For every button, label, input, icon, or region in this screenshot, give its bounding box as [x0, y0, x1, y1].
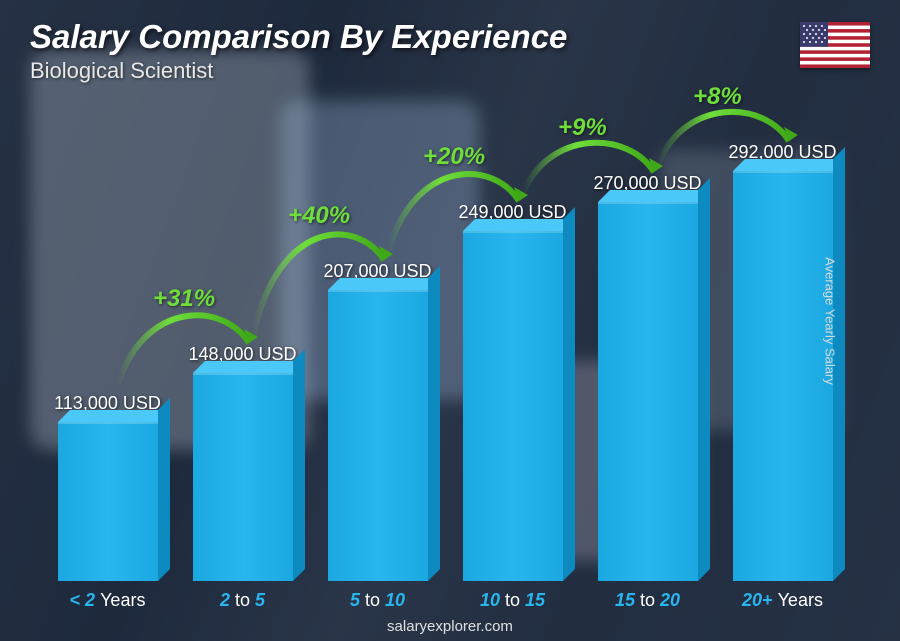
bar-group: 148,000 USD: [175, 344, 310, 581]
x-axis-label: 15 to 20: [580, 590, 715, 611]
delta-label: +40%: [288, 202, 350, 230]
x-axis-labels: < 2 Years2 to 55 to 1010 to 1515 to 2020…: [40, 590, 850, 611]
delta-label: +31%: [153, 285, 215, 313]
country-flag-icon: [800, 22, 870, 68]
bar: [193, 373, 293, 581]
x-axis-label: 20+ Years: [715, 590, 850, 611]
x-axis-label: < 2 Years: [40, 590, 175, 611]
delta-label: +9%: [558, 114, 607, 142]
bar: [58, 422, 158, 581]
y-axis-label: Average Yearly Salary: [823, 257, 838, 385]
delta-label: +8%: [693, 83, 742, 111]
page-title: Salary Comparison By Experience: [30, 18, 567, 56]
bar-group: 207,000 USD: [310, 261, 445, 581]
bar: [328, 290, 428, 581]
bar: [598, 202, 698, 581]
bar-group: 113,000 USD: [40, 393, 175, 581]
bar-group: 270,000 USD: [580, 173, 715, 581]
bar: [733, 171, 833, 581]
x-axis-label: 5 to 10: [310, 590, 445, 611]
header: Salary Comparison By Experience Biologic…: [30, 18, 567, 84]
page-subtitle: Biological Scientist: [30, 58, 567, 84]
bar-group: 249,000 USD: [445, 202, 580, 581]
x-axis-label: 10 to 15: [445, 590, 580, 611]
infographic-container: Salary Comparison By Experience Biologic…: [0, 0, 900, 641]
x-axis-label: 2 to 5: [175, 590, 310, 611]
footer-credit: salaryexplorer.com: [0, 618, 900, 635]
bar-chart: 113,000 USD148,000 USD207,000 USD249,000…: [40, 101, 850, 581]
delta-label: +20%: [423, 143, 485, 171]
bar: [463, 231, 563, 581]
